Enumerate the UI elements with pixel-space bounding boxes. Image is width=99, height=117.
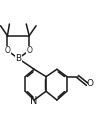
Text: O: O [26, 46, 32, 55]
Text: O: O [86, 79, 93, 88]
Text: O: O [4, 46, 10, 55]
Text: B: B [15, 54, 21, 63]
Text: N: N [30, 96, 37, 106]
